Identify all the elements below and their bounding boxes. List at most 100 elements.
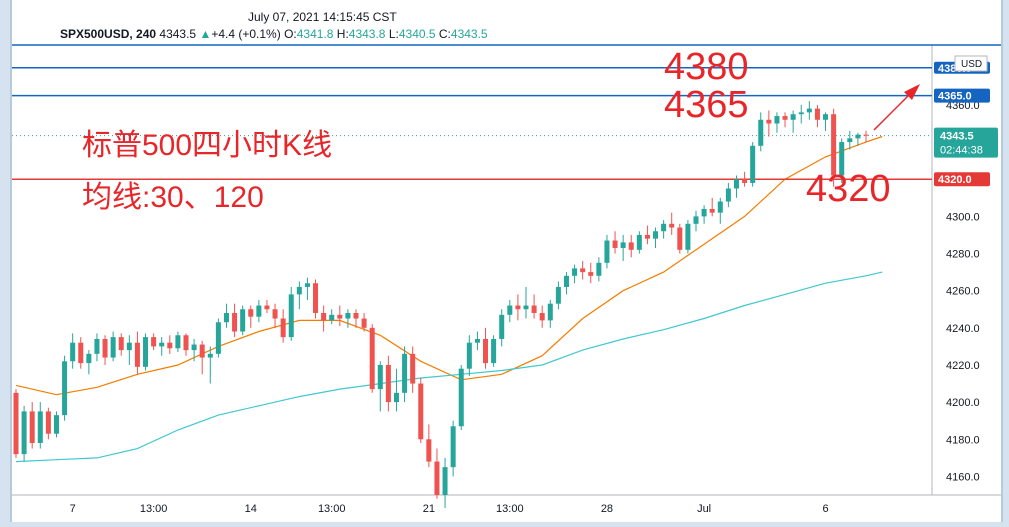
candle-body <box>434 461 440 495</box>
candle-body <box>393 392 399 403</box>
candle-body <box>256 305 262 317</box>
candle-body <box>742 179 748 183</box>
candle-body <box>442 467 448 495</box>
candle-body <box>515 305 521 310</box>
candle-body <box>223 312 229 323</box>
candle-body <box>207 353 213 358</box>
change-value: +4.4 (+0.1%) <box>211 27 281 41</box>
candle-body <box>555 286 561 304</box>
x-tick-label: Jul <box>697 503 711 515</box>
candle-body <box>588 272 594 276</box>
candle-body <box>143 337 149 367</box>
x-tick-label: 14 <box>245 503 257 515</box>
high-label: H: <box>336 27 349 41</box>
candle-body <box>426 439 432 462</box>
tag-4365-bg <box>934 88 990 103</box>
candle-body <box>636 234 642 250</box>
tag-4320-bg <box>934 172 990 187</box>
y-tick-label: 4180.0 <box>946 434 980 446</box>
grid <box>12 44 1001 496</box>
tag-4320: 4320.0 <box>938 174 972 186</box>
currency-box <box>954 55 988 72</box>
candle-body <box>491 338 497 364</box>
candle-body <box>151 337 157 347</box>
candle-body <box>628 242 634 250</box>
low-value: 4340.5 <box>398 27 436 41</box>
open-label: O: <box>284 27 297 41</box>
y-tick-label: 4160.0 <box>946 471 980 483</box>
candle-body <box>361 318 367 328</box>
candle-body <box>126 342 132 351</box>
candle-body <box>814 108 820 120</box>
tag-4365: 4365.0 <box>938 91 972 103</box>
candle-body <box>547 303 553 321</box>
y-tick-label: 4280.0 <box>946 249 980 261</box>
candle-body <box>701 208 707 217</box>
candle-body <box>474 338 480 343</box>
candle-body <box>661 223 667 232</box>
candle-body <box>288 294 294 338</box>
low-label: L: <box>388 27 399 41</box>
x-tick-label: 21 <box>423 503 435 515</box>
candle-body <box>337 314 343 319</box>
annotation-4365: 4365 <box>664 84 749 126</box>
up-triangle-icon: ▲ <box>199 27 212 41</box>
candle-body <box>62 361 68 416</box>
candle-body <box>539 312 545 321</box>
candle-body <box>782 116 788 120</box>
candle-body <box>272 309 278 319</box>
candle-body <box>563 275 569 287</box>
candle-body <box>264 305 270 310</box>
x-tick-label: 7 <box>70 503 76 515</box>
candle-body <box>191 344 197 351</box>
candle-body <box>774 116 780 124</box>
candle-body <box>717 201 723 213</box>
y-tick-label: 4200.0 <box>946 397 980 409</box>
arrow-shaft <box>873 91 913 131</box>
candle-body <box>385 364 391 403</box>
candle-body <box>86 353 92 364</box>
candle-body <box>790 114 796 120</box>
candle-body <box>110 337 116 358</box>
currency-label: USD <box>961 59 982 70</box>
current-price-tag: 4343.5 <box>940 131 974 143</box>
countdown-tag: 02:44:38 <box>940 145 983 157</box>
candle-body <box>523 305 529 310</box>
candle-body <box>175 335 181 349</box>
candle-body <box>94 338 100 354</box>
x-tick-label: 28 <box>601 503 613 515</box>
candle-body <box>653 231 659 239</box>
candle-body <box>353 312 359 319</box>
candle-body <box>159 342 165 347</box>
annotation-arrow <box>873 84 920 131</box>
candle-body <box>839 142 845 176</box>
open-value: 4341.8 <box>296 27 334 41</box>
candle-body <box>677 227 683 250</box>
annotation-ma: 均线:30、120 <box>82 181 264 214</box>
quote-line: SPX500USD, 240 4343.5 ▲+4.4 (+0.1%) O:43… <box>60 27 488 41</box>
y-tick-label: 4260.0 <box>946 286 980 298</box>
candle-body <box>806 108 812 113</box>
candle-body <box>321 312 327 321</box>
annotation-title: 标普500四小时K线 <box>82 129 333 162</box>
y-tick-label: 4300.0 <box>946 211 980 223</box>
candle-body <box>604 240 610 263</box>
candle-body <box>612 240 618 248</box>
candle-body <box>70 342 76 362</box>
candle-body <box>29 411 35 443</box>
chart-panel <box>10 0 1003 522</box>
candle-body <box>240 309 246 332</box>
y-tick-label: 4360.0 <box>946 100 980 112</box>
candle-body <box>725 188 731 202</box>
candle-body <box>733 179 739 189</box>
chart-timestamp: July 07, 2021 14:15:45 CST <box>248 10 397 24</box>
candle-body <box>118 337 124 351</box>
candle-body <box>402 353 408 393</box>
candle-body <box>466 342 472 369</box>
candle-body <box>758 119 764 146</box>
candle-body <box>313 283 319 313</box>
x-tick-label: 13:00 <box>496 503 524 515</box>
arrow-head <box>904 84 920 100</box>
candle-body <box>53 415 59 434</box>
